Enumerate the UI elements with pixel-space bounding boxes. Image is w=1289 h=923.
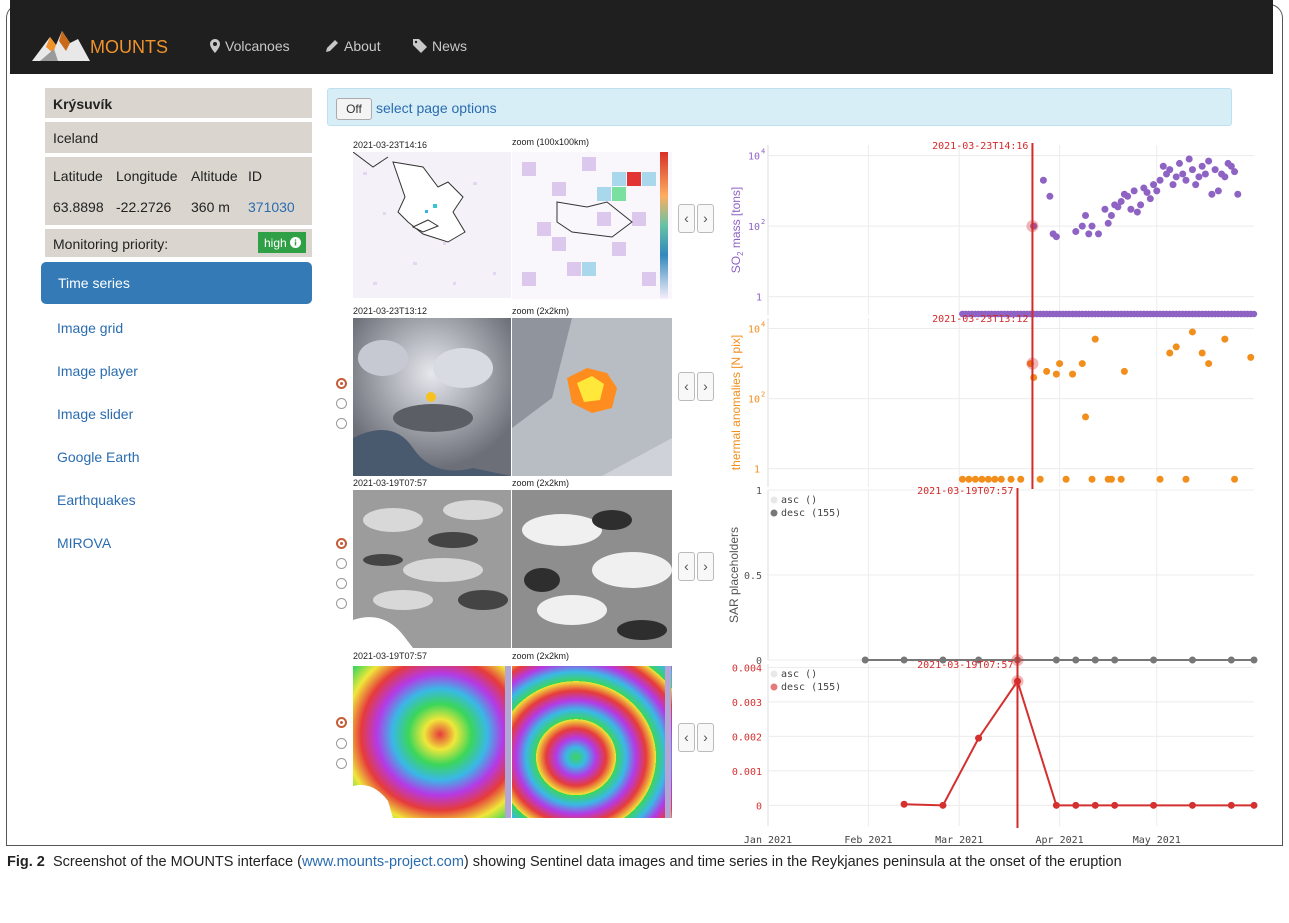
prev-image-button-2[interactable]: ‹ [678,372,695,401]
location-table: Latitude Longitude Altitude ID 63.8898 -… [45,157,312,225]
options-toggle[interactable]: Off [336,98,372,120]
nav-about[interactable]: About [325,38,381,54]
nav-volcanoes[interactable]: Volcanoes [210,38,290,54]
prev-image-button-4[interactable]: ‹ [678,723,695,752]
so2-image-date: 2021-03-23T14:16 [353,140,428,150]
sar-radio-2[interactable] [336,558,347,569]
next-image-button-4[interactable]: › [697,723,714,752]
longitude-header: Longitude [116,168,178,184]
next-image-button-3[interactable]: › [697,552,714,581]
options-text[interactable]: select page options [376,100,497,116]
pencil-icon [326,40,338,52]
caption-fig-label: Fig. 2 [7,854,45,870]
sar-radio-3[interactable] [336,578,347,589]
prev-image-button-1[interactable]: ‹ [678,204,695,233]
thermal-radio-2[interactable] [336,398,347,409]
figure-caption: Fig. 2 Screenshot of the MOUNTS interfac… [7,852,1283,872]
latitude-header: Latitude [53,168,103,184]
altitude-header: Altitude [191,168,238,184]
priority-value: high [264,236,287,250]
brand-name[interactable]: MOUNTS [90,37,168,57]
insar-zoom-image[interactable] [512,666,672,818]
nav-volcanoes-label: Volcanoes [225,38,290,54]
id-header: ID [248,168,262,184]
insar-image-date: 2021-03-19T07:57 [353,651,428,661]
caption-link[interactable]: www.mounts-project.com [301,854,464,870]
page-options-bar: Off select page options [327,88,1232,126]
mounts-logo-icon[interactable] [32,25,90,61]
tag-icon [413,39,427,53]
prev-image-button-3[interactable]: ‹ [678,552,695,581]
thermal-map-image[interactable] [353,318,511,476]
nav-news-label: News [432,38,468,54]
nav-about-label: About [344,38,381,54]
next-image-button-2[interactable]: › [697,372,714,401]
sar-zoom-label: zoom (2x2km) [512,478,570,488]
nav-news[interactable]: News [413,38,467,54]
priority-badge[interactable]: high [258,232,306,253]
so2-map-image[interactable] [353,152,511,298]
caption-text-before: Screenshot of the MOUNTS interface ( [52,854,302,870]
altitude-value: 360 m [191,199,230,215]
sar-image-date: 2021-03-19T07:57 [353,478,428,488]
menu-image-grid[interactable]: Image grid [57,320,124,336]
thermal-image-date: 2021-03-23T13:12 [353,306,428,316]
info-icon [290,237,302,248]
thermal-zoom-label: zoom (2x2km) [512,306,570,316]
menu-mirova[interactable]: MIROVA [57,535,112,551]
menu-time-series[interactable]: Time series [41,262,312,304]
map-marker-icon [210,39,220,53]
insar-zoom-label: zoom (2x2km) [512,651,570,661]
next-image-button-1[interactable]: › [697,204,714,233]
menu-image-slider[interactable]: Image slider [57,406,134,422]
so2-zoom-label: zoom (100x100km) [512,137,590,147]
thermal-zoom-image[interactable] [512,318,672,476]
insar-map-image[interactable] [353,666,511,818]
insar-radio-3[interactable] [336,758,347,769]
navbar [10,0,1273,74]
sar-map-image[interactable] [353,490,511,648]
volcano-country: Iceland [45,122,312,153]
caption-text-after: ) showing Sentinel data images and time … [463,854,1122,870]
id-link[interactable]: 371030 [248,199,295,215]
insar-radio-1[interactable] [336,717,347,728]
so2-zoom-image[interactable] [512,152,672,299]
sar-zoom-image[interactable] [512,490,672,648]
menu-image-player[interactable]: Image player [57,363,138,379]
menu-earthquakes[interactable]: Earthquakes [57,492,136,508]
latitude-value: 63.8898 [53,199,104,215]
insar-radio-2[interactable] [336,738,347,749]
thermal-radio-1[interactable] [336,378,347,389]
volcano-name: Krýsuvík [45,88,312,118]
sar-radio-4[interactable] [336,598,347,609]
thermal-radio-3[interactable] [336,418,347,429]
menu-google-earth[interactable]: Google Earth [57,449,140,465]
longitude-value: -22.2726 [116,199,172,215]
sar-radio-1[interactable] [336,538,347,549]
